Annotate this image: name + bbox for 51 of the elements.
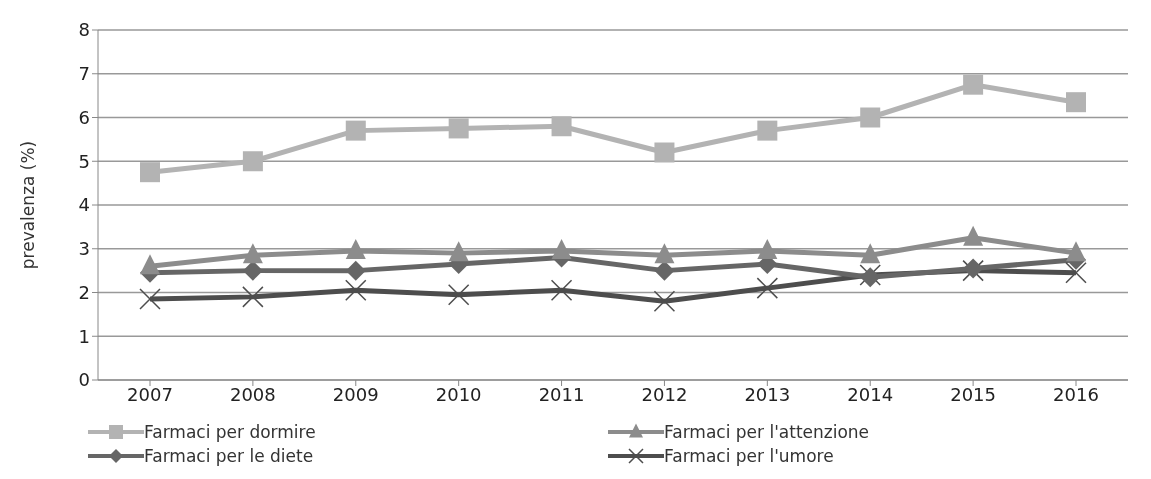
point bbox=[242, 286, 264, 308]
legend-label: Farmaci per dormire bbox=[144, 422, 316, 442]
point bbox=[242, 260, 263, 281]
x-tick-label: 2007 bbox=[127, 383, 173, 405]
point bbox=[653, 290, 676, 312]
legend-label: Farmaci per l'umore bbox=[664, 446, 834, 466]
x-tick-label: 2010 bbox=[435, 383, 482, 405]
x-tick-label: 2016 bbox=[1053, 383, 1099, 405]
y-tick-label: 4 bbox=[78, 194, 90, 216]
x-tick-label: 2011 bbox=[538, 383, 585, 405]
y-tick-label: 5 bbox=[78, 150, 90, 172]
x-tick-label: 2009 bbox=[332, 383, 379, 405]
y-tick-label: 8 bbox=[78, 19, 90, 41]
point bbox=[140, 254, 160, 275]
point bbox=[345, 279, 367, 302]
y-tick-label: 6 bbox=[78, 106, 90, 128]
x-tick-label: 2008 bbox=[229, 383, 276, 405]
legend-label: Farmaci per le diete bbox=[144, 446, 314, 466]
point bbox=[757, 120, 778, 141]
point bbox=[242, 151, 263, 172]
y-axis-title: prevalenza (%) bbox=[18, 140, 39, 270]
point bbox=[1065, 262, 1087, 284]
y-tick-label: 2 bbox=[78, 281, 90, 303]
point bbox=[1066, 241, 1086, 262]
x-tick-label: 2015 bbox=[950, 383, 997, 405]
y-tick-label: 3 bbox=[78, 238, 90, 260]
point bbox=[345, 260, 366, 281]
point bbox=[654, 142, 675, 163]
y-tick-label: 0 bbox=[78, 369, 90, 391]
point bbox=[448, 241, 469, 262]
point bbox=[140, 162, 160, 183]
x-tick-label: 2013 bbox=[744, 383, 791, 405]
point bbox=[860, 107, 881, 128]
point bbox=[550, 279, 573, 302]
point bbox=[654, 243, 675, 264]
point bbox=[551, 116, 572, 137]
point bbox=[447, 283, 470, 306]
point bbox=[448, 118, 469, 139]
legend-label: Farmaci per l'attenzione bbox=[664, 422, 870, 442]
point bbox=[963, 74, 984, 95]
x-tick-label: 2014 bbox=[847, 383, 894, 405]
y-tick-label: 1 bbox=[78, 325, 90, 347]
point bbox=[139, 288, 161, 310]
y-tick-label: 7 bbox=[78, 63, 90, 85]
point bbox=[860, 243, 881, 264]
point bbox=[654, 260, 675, 281]
x-tick-label: 2012 bbox=[641, 383, 688, 405]
point bbox=[242, 243, 263, 264]
point bbox=[756, 277, 779, 299]
point bbox=[1066, 92, 1086, 113]
point bbox=[345, 120, 366, 141]
